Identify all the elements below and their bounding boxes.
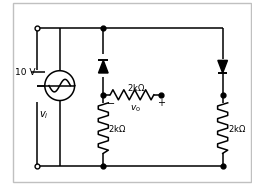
Text: 2k$\Omega$: 2k$\Omega$ — [228, 123, 246, 134]
Text: 2k$\Omega$: 2k$\Omega$ — [108, 123, 127, 134]
Text: $-$: $-$ — [106, 97, 115, 107]
Text: $v_0$: $v_0$ — [130, 104, 141, 114]
Text: 10 V: 10 V — [15, 68, 35, 77]
Polygon shape — [98, 60, 108, 73]
Text: $v_i$: $v_i$ — [39, 110, 49, 121]
Polygon shape — [218, 60, 228, 73]
Text: 2k$\Omega$: 2k$\Omega$ — [128, 82, 146, 93]
Text: $+$: $+$ — [157, 97, 166, 108]
